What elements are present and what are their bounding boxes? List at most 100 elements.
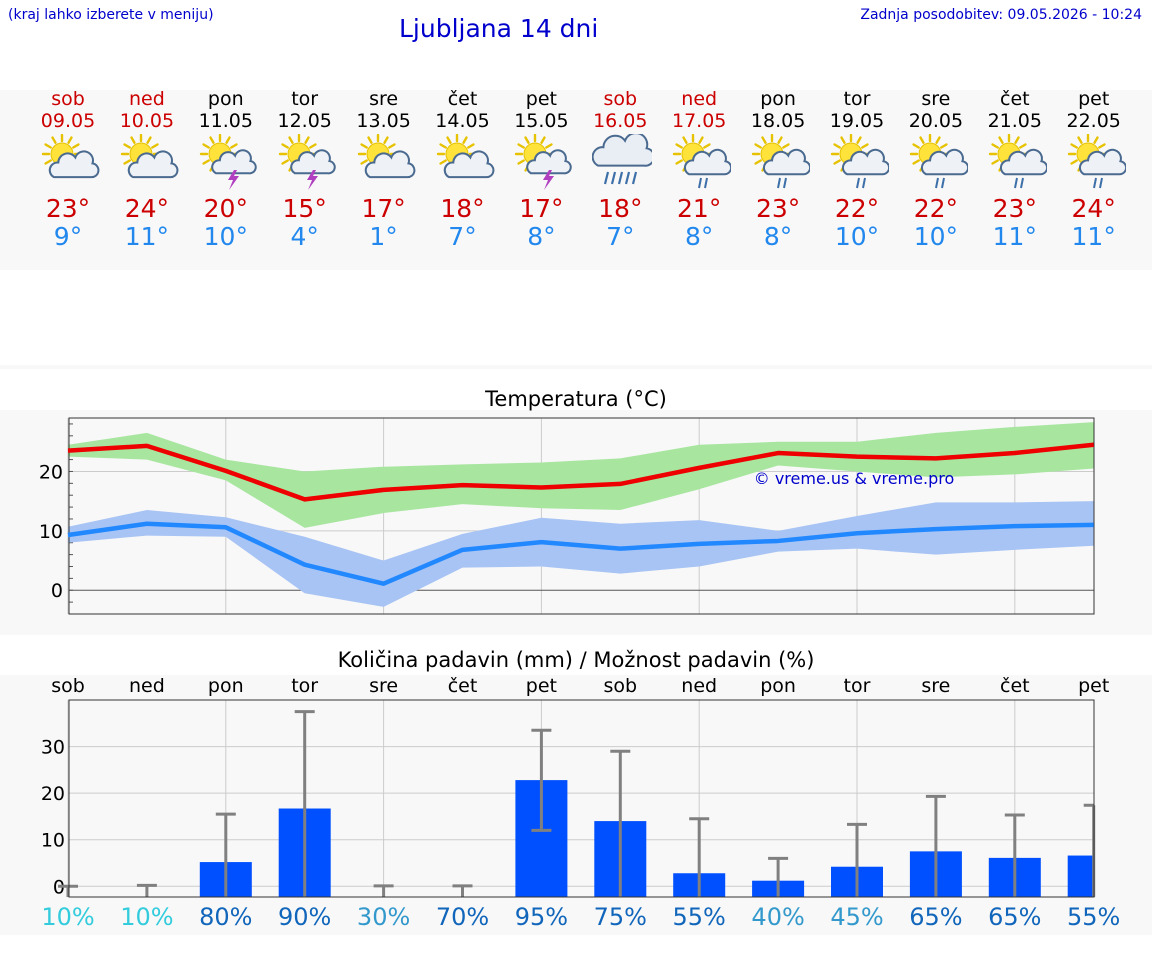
temp-low: 1°: [369, 222, 398, 251]
day-date: 17.05: [671, 110, 727, 132]
temp-low-range-band: [68, 501, 1094, 607]
day-name: pon: [760, 88, 796, 110]
day-name: sob: [51, 88, 85, 110]
forecast-day: sre 13.05: [344, 88, 424, 132]
sun-rain-icon: [908, 133, 969, 200]
sun-thunder-icon: [198, 133, 258, 200]
temp-high: 22°: [913, 194, 959, 223]
sun-cloud-icon: [356, 133, 416, 200]
day-date: 16.05: [593, 110, 648, 132]
precip-probability: 90%: [278, 903, 332, 931]
precip-probability: 30%: [356, 903, 411, 931]
temp-low: 11°: [992, 222, 1037, 251]
day-date: 12.05: [277, 110, 332, 132]
forecast-day: tor 19.05: [817, 88, 897, 132]
precip-probability: 65%: [988, 903, 1042, 931]
temp-low: 10°: [834, 222, 880, 251]
day-name: pet: [525, 88, 557, 110]
day-name: čet: [447, 88, 478, 110]
day-date: 15.05: [514, 110, 569, 132]
sun-thunder-icon: [277, 133, 337, 200]
sun-rain-icon: [750, 133, 812, 200]
sun-thunder-icon: [513, 133, 573, 200]
temp-low: 8°: [763, 222, 793, 251]
day-date: 11.05: [198, 110, 253, 132]
temp-high: 23°: [992, 194, 1037, 223]
day-name: pet: [1078, 88, 1110, 110]
x-tick-label: čet: [1000, 675, 1030, 697]
forecast-strip: sob 09.05 23° 9° ned 10.05 24° 11° pon 11.05 20° 10…: [0, 88, 1152, 270]
day-name: čet: [1000, 88, 1030, 110]
day-name: tor: [291, 88, 319, 110]
temp-high: 23°: [755, 194, 801, 223]
temp-high-line: [67, 442, 1094, 502]
day-date: 10.05: [119, 110, 175, 132]
precip-probability: 45%: [830, 903, 884, 931]
temp-low: 10°: [913, 222, 959, 251]
forecast-day: pet 15.05: [501, 88, 581, 132]
sun-cloud-icon: [435, 133, 495, 200]
x-tick-label: pon: [760, 675, 796, 697]
x-tick-label: tor: [843, 675, 871, 697]
temp-high-range-band: [68, 422, 1094, 528]
precip-probability: 70%: [435, 903, 490, 931]
temp-low-line: [67, 521, 1094, 586]
temp-low: 7°: [606, 222, 635, 251]
temp-low: 8°: [684, 222, 714, 251]
precip-probability: 10%: [41, 903, 95, 931]
sun-rain-icon: [987, 133, 1048, 200]
sun-cloud-icon: [119, 133, 179, 200]
temp-high: 22°: [834, 194, 880, 223]
x-tick-label: sre: [921, 675, 951, 697]
location-note: (kraj lahko izberete v meniju): [8, 7, 214, 23]
temp-low: 11°: [124, 222, 170, 251]
forecast-day: pon 18.05: [738, 88, 818, 132]
day-date: 09.05: [40, 110, 96, 132]
forecast-day: sob 09.05: [28, 88, 108, 132]
x-tick-label: ned: [128, 675, 165, 697]
temp-low: 7°: [448, 222, 477, 251]
temp-high: 18°: [440, 194, 485, 223]
precip-probability: 65%: [909, 903, 963, 931]
forecast-day: ned 10.05: [107, 88, 187, 132]
watermark: © vreme.us & vreme.pro: [754, 469, 955, 488]
forecast-day: čet 14.05: [423, 88, 503, 132]
precip-probability: 10%: [120, 903, 174, 931]
day-name: ned: [681, 88, 718, 110]
temp-high: 23°: [45, 194, 91, 223]
day-date: 14.05: [435, 110, 490, 132]
precip-probability: 55%: [1067, 903, 1121, 931]
sun-rain-icon: [671, 133, 733, 200]
precip-probability: 40%: [751, 903, 805, 931]
temp-high: 20°: [203, 194, 248, 223]
precip-probability: 95%: [514, 903, 569, 931]
day-date: 20.05: [908, 110, 964, 132]
forecast-day: sre 20.05: [896, 88, 976, 132]
x-tick-label: ned: [681, 675, 718, 697]
temp-low: 10°: [203, 222, 248, 251]
forecast-day: pon 11.05: [186, 88, 266, 132]
sun-rain-icon: [829, 133, 891, 200]
x-tick-label: sob: [603, 675, 638, 697]
day-date: 22.05: [1066, 110, 1121, 132]
separator: [0, 365, 1152, 369]
x-tick-label: pet: [1078, 675, 1110, 697]
temp-high: 18°: [598, 194, 643, 223]
forecast-day: čet 21.05: [975, 88, 1055, 132]
temp-low: 8°: [527, 222, 556, 251]
day-name: pon: [207, 88, 244, 110]
temp-high: 21°: [677, 194, 722, 223]
forecast-day: ned 17.05: [659, 88, 739, 132]
x-tick-label: sre: [369, 675, 399, 697]
temperature-chart-title: Temperatura (°C): [485, 387, 667, 411]
forecast-day: sob 16.05: [580, 88, 660, 132]
x-tick-label: tor: [291, 675, 319, 697]
y-tick-label: 30: [41, 737, 65, 759]
day-name: sre: [369, 88, 399, 110]
day-date: 13.05: [356, 110, 411, 132]
temp-high: 15°: [282, 194, 327, 223]
day-name: ned: [128, 88, 165, 110]
y-tick-label: 20: [39, 461, 63, 483]
